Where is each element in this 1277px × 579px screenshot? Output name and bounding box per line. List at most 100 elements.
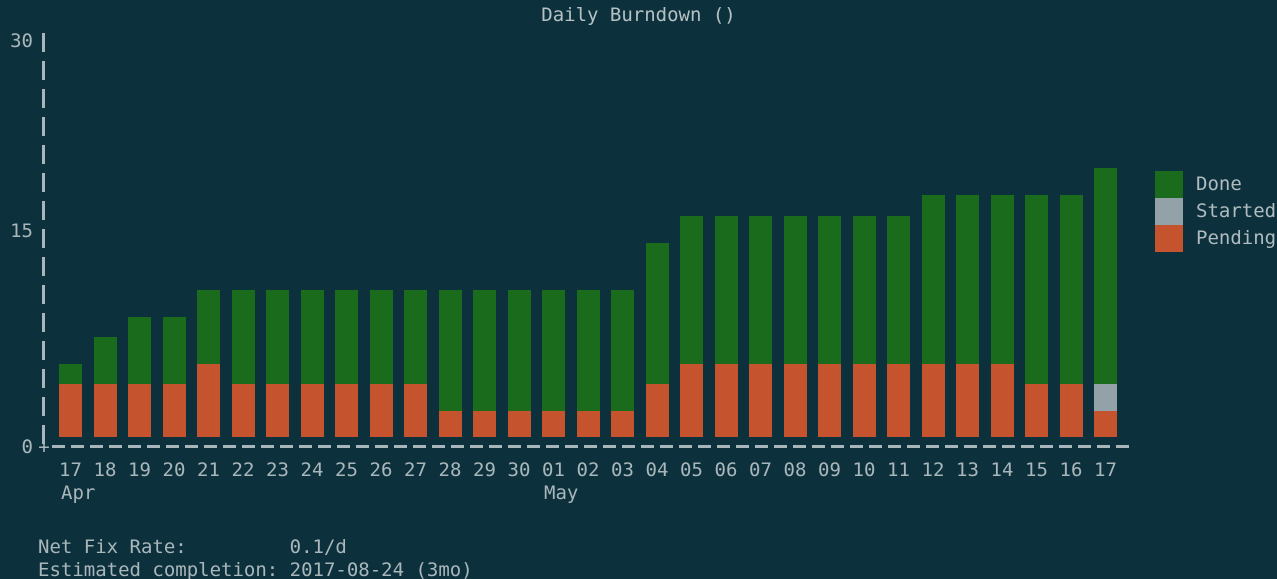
pending-segment bbox=[335, 384, 358, 437]
pending-segment bbox=[783, 364, 807, 437]
done-segment bbox=[266, 289, 289, 385]
x-tick-label: 30 bbox=[507, 459, 531, 481]
bar-may-06 bbox=[714, 215, 738, 437]
pending-segment bbox=[369, 384, 393, 437]
bar-apr-30 bbox=[507, 289, 531, 437]
done-segment bbox=[59, 364, 82, 385]
bar-may-15 bbox=[1025, 195, 1048, 437]
y-axis-label-15: 15 bbox=[10, 220, 33, 242]
pending-segment bbox=[576, 411, 600, 437]
bar-may-17 bbox=[1094, 168, 1117, 437]
bar-may-05 bbox=[680, 215, 703, 437]
x-tick-label: 27 bbox=[404, 459, 427, 481]
done-segment bbox=[1025, 195, 1048, 385]
pending-segment bbox=[1059, 384, 1083, 437]
bar-apr-27 bbox=[404, 289, 427, 437]
x-tick-label: 04 bbox=[645, 459, 669, 481]
pending-segment bbox=[611, 411, 634, 437]
x-tick-label: 22 bbox=[231, 459, 255, 481]
done-segment bbox=[611, 289, 634, 412]
bar-apr-24 bbox=[300, 289, 324, 437]
pending-segment bbox=[818, 364, 841, 437]
y-axis-line bbox=[42, 33, 45, 446]
done-segment bbox=[128, 316, 151, 385]
done-segment bbox=[231, 289, 255, 385]
pending-segment bbox=[507, 411, 531, 437]
x-tick-label: 17 bbox=[59, 459, 82, 481]
bar-apr-20 bbox=[162, 316, 186, 437]
pending-segment bbox=[197, 364, 220, 437]
x-tick-label: 25 bbox=[335, 459, 358, 481]
pending-segment bbox=[473, 411, 496, 437]
pending-segment bbox=[266, 384, 289, 437]
x-tick-label: 18 bbox=[93, 459, 117, 481]
x-tick-label: 29 bbox=[473, 459, 496, 481]
y-axis-label-30: 30 bbox=[10, 30, 33, 52]
summary-stats: Net Fix Rate: 0.1/d Estimated completion:… bbox=[38, 536, 473, 579]
done-segment bbox=[714, 215, 738, 364]
bar-apr-22 bbox=[231, 289, 255, 437]
month-label-apr: Apr bbox=[61, 482, 96, 504]
bar-apr-18 bbox=[93, 337, 117, 437]
estimated-completion-row: Estimated completion: 2017-08-24 (3mo) bbox=[38, 559, 473, 579]
x-tick-label: 01 bbox=[542, 459, 565, 481]
axis-origin-glyph: + bbox=[38, 436, 50, 458]
x-tick-label: 14 bbox=[990, 459, 1014, 481]
legend: Done Started Pending bbox=[1155, 171, 1276, 252]
pending-segment bbox=[128, 384, 151, 437]
bar-may-02 bbox=[576, 289, 600, 437]
legend-label-started: Started bbox=[1196, 200, 1277, 222]
bar-may-13 bbox=[956, 195, 979, 437]
legend-row-pending: Pending bbox=[1155, 225, 1276, 252]
month-label-may: May bbox=[544, 482, 579, 504]
done-segment bbox=[645, 242, 669, 385]
bar-apr-26 bbox=[369, 289, 393, 437]
pending-segment bbox=[1094, 411, 1117, 437]
bar-apr-29 bbox=[473, 289, 496, 437]
pending-segment bbox=[1025, 384, 1048, 437]
x-tick-label: 26 bbox=[369, 459, 393, 481]
done-segment bbox=[507, 289, 531, 412]
x-tick-label: 10 bbox=[852, 459, 876, 481]
x-tick-label: 19 bbox=[128, 459, 151, 481]
done-segment bbox=[1094, 168, 1117, 385]
bar-apr-25 bbox=[335, 289, 358, 437]
pending-segment bbox=[300, 384, 324, 437]
bar-may-07 bbox=[749, 215, 772, 437]
bar-may-04 bbox=[645, 242, 669, 437]
bar-apr-17 bbox=[59, 364, 82, 437]
done-swatch-icon bbox=[1155, 171, 1183, 198]
done-segment bbox=[887, 215, 910, 364]
pending-segment bbox=[645, 384, 669, 437]
x-tick-label: 21 bbox=[197, 459, 220, 481]
x-tick-label: 11 bbox=[887, 459, 910, 481]
x-tick-label: 02 bbox=[576, 459, 600, 481]
pending-segment bbox=[162, 384, 186, 437]
done-segment bbox=[852, 215, 876, 364]
bar-may-16 bbox=[1059, 195, 1083, 437]
done-segment bbox=[369, 289, 393, 385]
done-segment bbox=[783, 215, 807, 364]
x-axis-line bbox=[52, 445, 1131, 448]
done-segment bbox=[335, 289, 358, 385]
pending-segment bbox=[680, 364, 703, 437]
legend-row-started: Started bbox=[1155, 198, 1276, 225]
bar-may-11 bbox=[887, 215, 910, 437]
done-segment bbox=[956, 195, 979, 364]
started-segment bbox=[1094, 384, 1117, 412]
bar-may-03 bbox=[611, 289, 634, 437]
estimated-completion-label: Estimated completion: bbox=[38, 559, 279, 579]
x-tick-label: 20 bbox=[162, 459, 186, 481]
bar-may-09 bbox=[818, 215, 841, 437]
started-swatch-icon bbox=[1155, 198, 1183, 225]
legend-label-pending: Pending bbox=[1196, 227, 1277, 249]
net-fix-rate-value: 0.1/d bbox=[289, 536, 347, 558]
x-tick-label: 24 bbox=[300, 459, 324, 481]
pending-segment bbox=[438, 411, 462, 437]
done-segment bbox=[818, 215, 841, 364]
bar-apr-23 bbox=[266, 289, 289, 437]
done-segment bbox=[93, 337, 117, 385]
bar-may-01 bbox=[542, 289, 565, 437]
pending-segment bbox=[59, 384, 82, 437]
